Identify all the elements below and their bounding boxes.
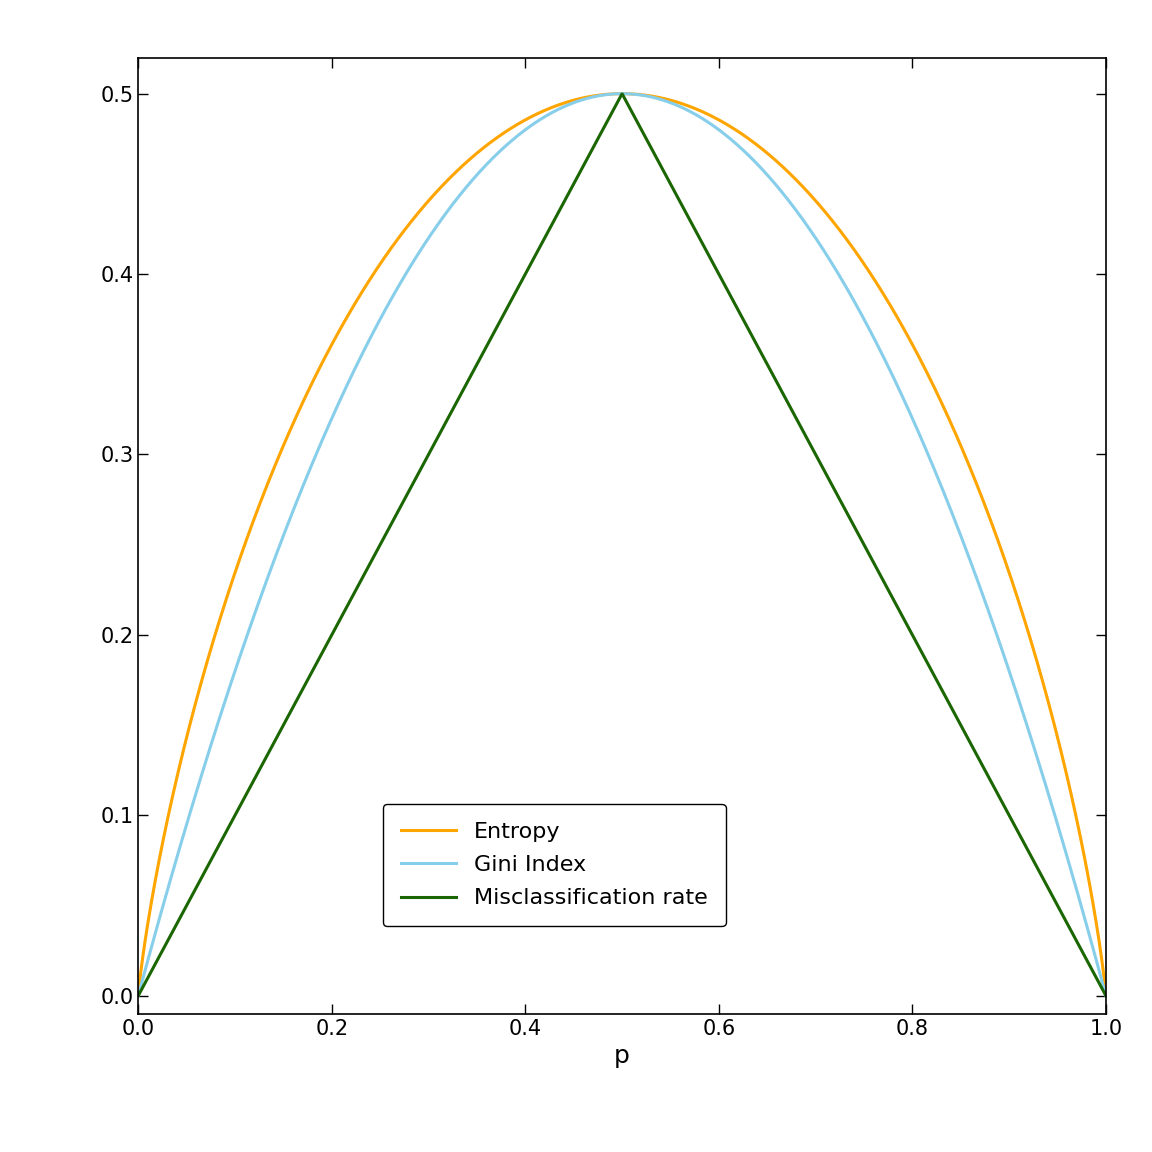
Misclassification rate	[131, 988, 145, 1002]
Entropy	[576, 91, 590, 105]
Misclassification rate	[576, 159, 590, 173]
Misclassification rate	[601, 112, 615, 126]
Line: Gini Index: Gini Index	[138, 93, 1106, 995]
Entropy	[1099, 987, 1113, 1001]
Gini Index	[601, 88, 615, 101]
Misclassification rate	[181, 896, 195, 910]
Gini Index	[894, 386, 908, 400]
Misclassification rate	[615, 88, 629, 101]
Misclassification rate	[894, 606, 908, 620]
Entropy	[894, 317, 908, 331]
Entropy	[601, 88, 615, 101]
Legend: Entropy, Gini Index, Misclassification rate: Entropy, Gini Index, Misclassification r…	[382, 804, 726, 926]
Line: Entropy: Entropy	[138, 93, 1106, 994]
Gini Index	[615, 86, 629, 100]
Entropy	[615, 86, 629, 100]
Line: Misclassification rate: Misclassification rate	[138, 94, 1106, 995]
Gini Index	[1071, 887, 1085, 901]
Entropy	[1071, 820, 1085, 834]
X-axis label: p: p	[614, 1044, 630, 1068]
Misclassification rate	[1071, 937, 1085, 950]
Misclassification rate	[1099, 988, 1113, 1002]
Gini Index	[131, 988, 145, 1002]
Entropy	[131, 987, 145, 1001]
Entropy	[1071, 818, 1085, 832]
Gini Index	[1099, 988, 1113, 1002]
Gini Index	[181, 813, 195, 827]
Gini Index	[576, 92, 590, 106]
Gini Index	[1071, 888, 1085, 902]
Misclassification rate	[1071, 938, 1085, 952]
Entropy	[181, 726, 195, 740]
